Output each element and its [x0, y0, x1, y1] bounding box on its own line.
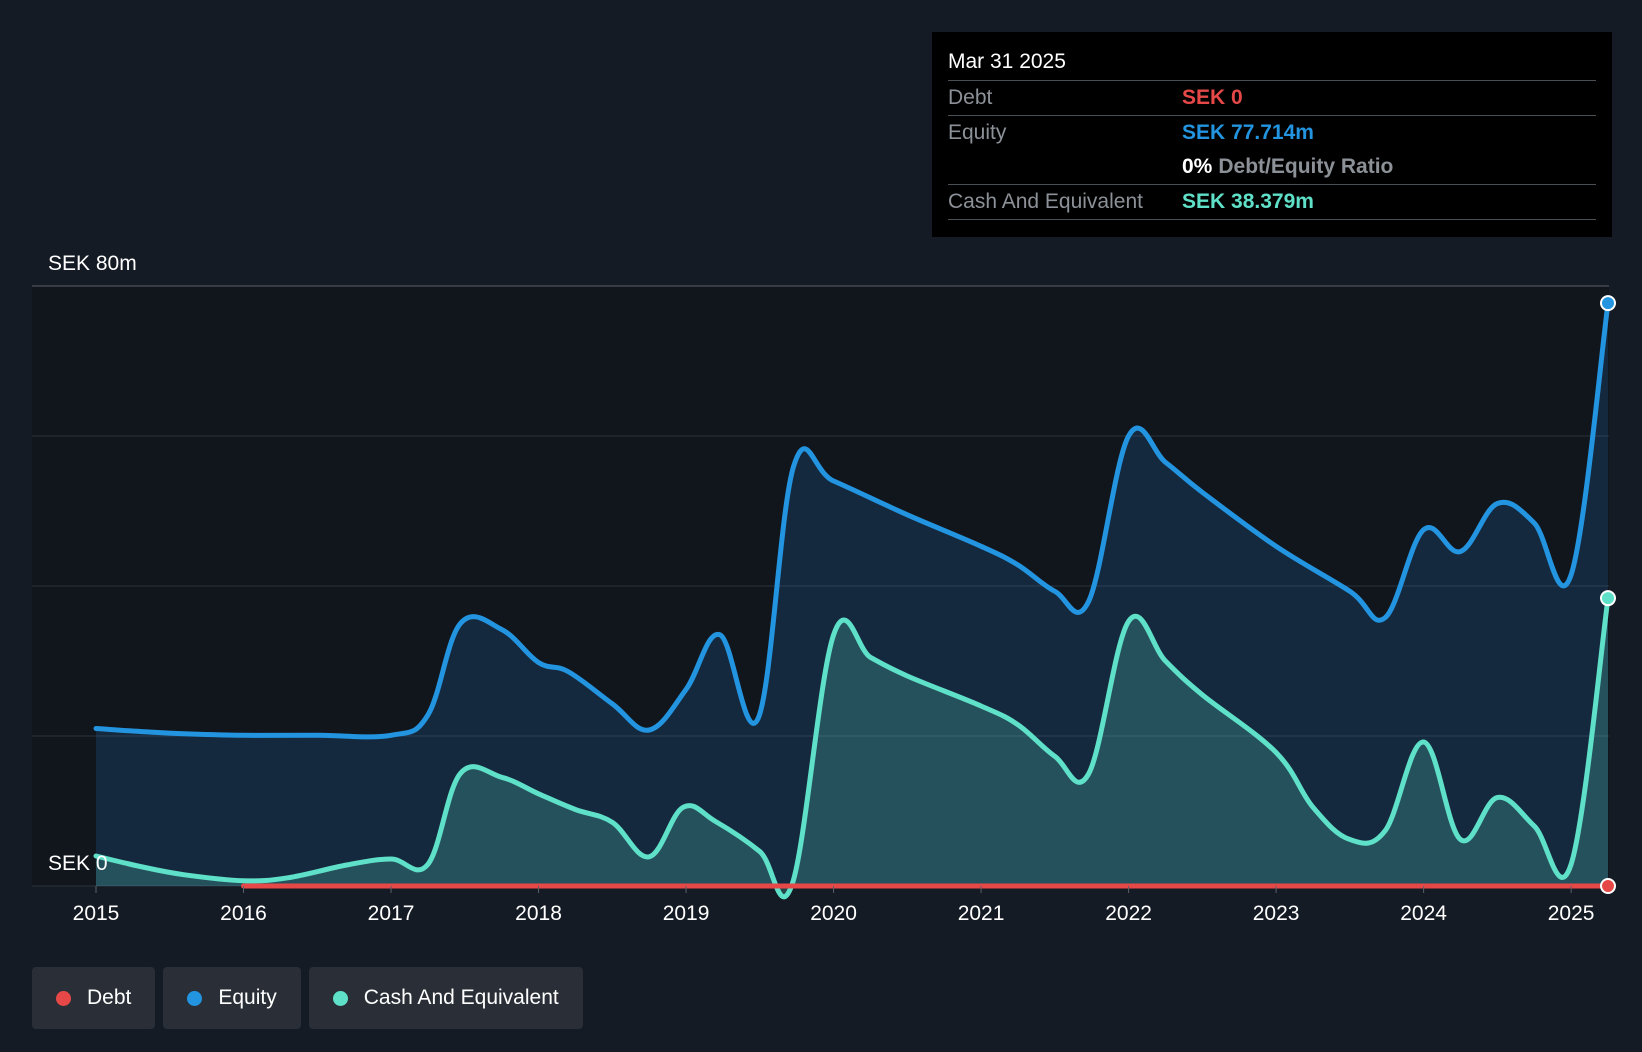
- equity-endpoint[interactable]: [1600, 295, 1616, 312]
- debt-endpoint[interactable]: [1600, 878, 1616, 894]
- legend-debt-label: Debt: [87, 986, 132, 1009]
- debt-dot-icon: [56, 990, 71, 1006]
- y-axis-zero-label: SEK 0: [48, 852, 108, 875]
- tooltip-debt-row: Debt SEK 0: [948, 81, 1596, 116]
- tooltip-cash-value: SEK 38.379m: [1182, 190, 1314, 213]
- tooltip-equity-label: Equity: [948, 121, 1007, 144]
- cash-and-equivalent-area: [96, 598, 1608, 897]
- x-tick-label: 2022: [1105, 902, 1152, 925]
- x-tick-label: 2015: [73, 902, 120, 925]
- chart-legend: Debt Equity Cash And Equivalent: [32, 967, 583, 1029]
- x-tick-label: 2021: [958, 902, 1005, 925]
- legend-item-cash[interactable]: Cash And Equivalent: [308, 967, 583, 1029]
- x-tick-label: 2024: [1400, 902, 1447, 925]
- legend-item-equity[interactable]: Equity: [163, 967, 301, 1029]
- series-areas: [96, 303, 1608, 897]
- legend-item-debt[interactable]: Debt: [32, 967, 156, 1029]
- tooltip-equity-row: Equity SEK 77.714m: [948, 116, 1596, 150]
- equity-line: [93, 300, 1611, 740]
- y-axis-max-label: SEK 80m: [48, 252, 137, 275]
- tooltip-ratio-row: 0% Debt/Equity Ratio: [948, 150, 1596, 185]
- tooltip-ratio-label: Debt/Equity Ratio: [1218, 155, 1394, 178]
- legend-cash-label: Cash And Equivalent: [363, 986, 559, 1009]
- x-axis-ticks: 2015 2016 2017 2018 2019 2020 2021 2022 2023 2024…: [73, 886, 1595, 925]
- tooltip-ratio-value: 0%: [1182, 155, 1213, 178]
- x-tick-label: 2023: [1253, 902, 1300, 925]
- tooltip-debt-value: SEK 0: [1182, 86, 1243, 109]
- chart-tooltip: Mar 31 2025 Debt SEK 0 Equity SEK 77.714…: [932, 32, 1612, 237]
- x-tick-label: 2025: [1548, 902, 1595, 925]
- legend-equity-label: Equity: [218, 986, 277, 1009]
- x-tick-label: 2018: [515, 902, 562, 925]
- x-tick-label: 2020: [810, 902, 857, 925]
- tooltip-date: Mar 31 2025: [948, 44, 1596, 81]
- x-tick-label: 2017: [368, 902, 415, 925]
- x-tick-label: 2019: [663, 902, 710, 925]
- cash-and-equivalent-line: [93, 595, 1611, 900]
- equity-area: [96, 303, 1608, 887]
- tooltip-cash-label: Cash And Equivalent: [948, 190, 1143, 213]
- series-endpoints: [1600, 295, 1616, 894]
- cash-dot-icon: [332, 990, 348, 1006]
- equity-dot-icon: [187, 990, 203, 1006]
- tooltip-cash-row: Cash And Equivalent SEK 38.379m: [948, 185, 1596, 220]
- x-tick-label: 2016: [220, 902, 267, 925]
- tooltip-debt-label: Debt: [948, 86, 993, 109]
- cash-and-equivalent-endpoint[interactable]: [1600, 590, 1616, 607]
- tooltip-equity-value: SEK 77.714m: [1182, 121, 1314, 144]
